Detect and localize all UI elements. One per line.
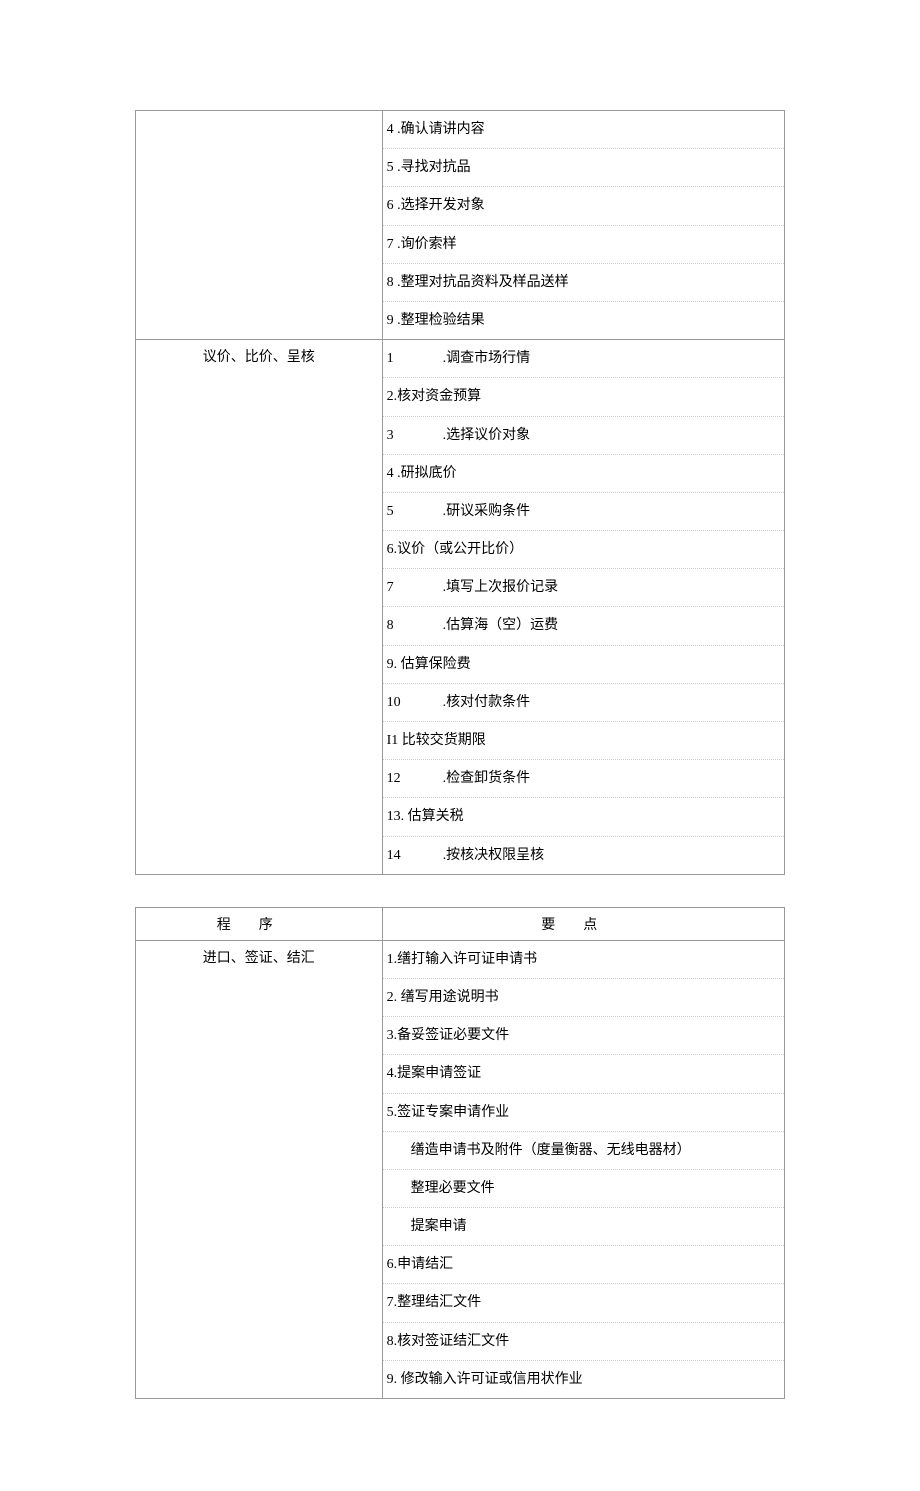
point-item: 8 .整理对抗品资料及样品送样 <box>383 264 784 302</box>
point-item: 9 .整理检验结果 <box>383 302 784 339</box>
point-item: 2. 缮写用途说明书 <box>383 979 784 1017</box>
point-item: 3.备妥签证必要文件 <box>383 1017 784 1055</box>
point-item: 2.核对资金预算 <box>383 378 784 416</box>
procedure-cell <box>136 111 383 340</box>
point-item: 8.核对签证结汇文件 <box>383 1323 784 1361</box>
header-points: 要点 <box>382 907 784 940</box>
procedure-cell: 进口、签证、结汇 <box>136 940 383 1398</box>
point-item: 5 .寻找对抗品 <box>383 149 784 187</box>
point-item-sub: 缮造申请书及附件（度量衡器、无线电器材） <box>383 1132 784 1170</box>
point-item: I1 比较交货期限 <box>383 722 784 760</box>
point-item: 6 .选择开发对象 <box>383 187 784 225</box>
point-item: 9. 估算保险费 <box>383 646 784 684</box>
point-item: 8.估算海（空）运费 <box>383 607 784 645</box>
table-row: 进口、签证、结汇 1.缮打输入许可证申请书 2. 缮写用途说明书 3.备妥签证必… <box>136 940 785 1398</box>
point-item: 3.选择议价对象 <box>383 417 784 455</box>
procedure-cell: 议价、比价、呈核 <box>136 340 383 875</box>
table-header-row: 程序 要点 <box>136 907 785 940</box>
point-item: 5.签证专案申请作业 <box>383 1094 784 1132</box>
point-item: 5.研议采购条件 <box>383 493 784 531</box>
points-cell: 1.缮打输入许可证申请书 2. 缮写用途说明书 3.备妥签证必要文件 4.提案申… <box>382 940 784 1398</box>
procedure-table-1: 4 .确认请讲内容 5 .寻找对抗品 6 .选择开发对象 7 .询价索样 8 .… <box>135 110 785 875</box>
point-item: 1.缮打输入许可证申请书 <box>383 941 784 979</box>
points-cell: 4 .确认请讲内容 5 .寻找对抗品 6 .选择开发对象 7 .询价索样 8 .… <box>382 111 784 340</box>
point-item: 4.提案申请签证 <box>383 1055 784 1093</box>
table-row: 4 .确认请讲内容 5 .寻找对抗品 6 .选择开发对象 7 .询价索样 8 .… <box>136 111 785 340</box>
procedure-table-2: 程序 要点 进口、签证、结汇 1.缮打输入许可证申请书 2. 缮写用途说明书 3… <box>135 907 785 1399</box>
point-item: 9. 修改输入许可证或信用状作业 <box>383 1361 784 1398</box>
points-cell: 1.调查市场行情 2.核对资金预算 3.选择议价对象 4 .研拟底价 5.研议采… <box>382 340 784 875</box>
point-item: 14.按核决权限呈核 <box>383 837 784 874</box>
point-item: 7 .询价索样 <box>383 226 784 264</box>
point-item: 13. 估算关税 <box>383 798 784 836</box>
header-procedure: 程序 <box>136 907 383 940</box>
point-item: 6.申请结汇 <box>383 1246 784 1284</box>
point-item: 10.核对付款条件 <box>383 684 784 722</box>
point-item-sub: 提案申请 <box>383 1208 784 1246</box>
point-item: 1.调查市场行情 <box>383 340 784 378</box>
point-item: 7.填写上次报价记录 <box>383 569 784 607</box>
point-item: 4 .研拟底价 <box>383 455 784 493</box>
point-item-sub: 整理必要文件 <box>383 1170 784 1208</box>
point-item: 6.议价（或公开比价） <box>383 531 784 569</box>
point-item: 4 .确认请讲内容 <box>383 111 784 149</box>
point-item: 7.整理结汇文件 <box>383 1284 784 1322</box>
table-row: 议价、比价、呈核 1.调查市场行情 2.核对资金预算 3.选择议价对象 4 .研… <box>136 340 785 875</box>
point-item: 12.检查卸货条件 <box>383 760 784 798</box>
